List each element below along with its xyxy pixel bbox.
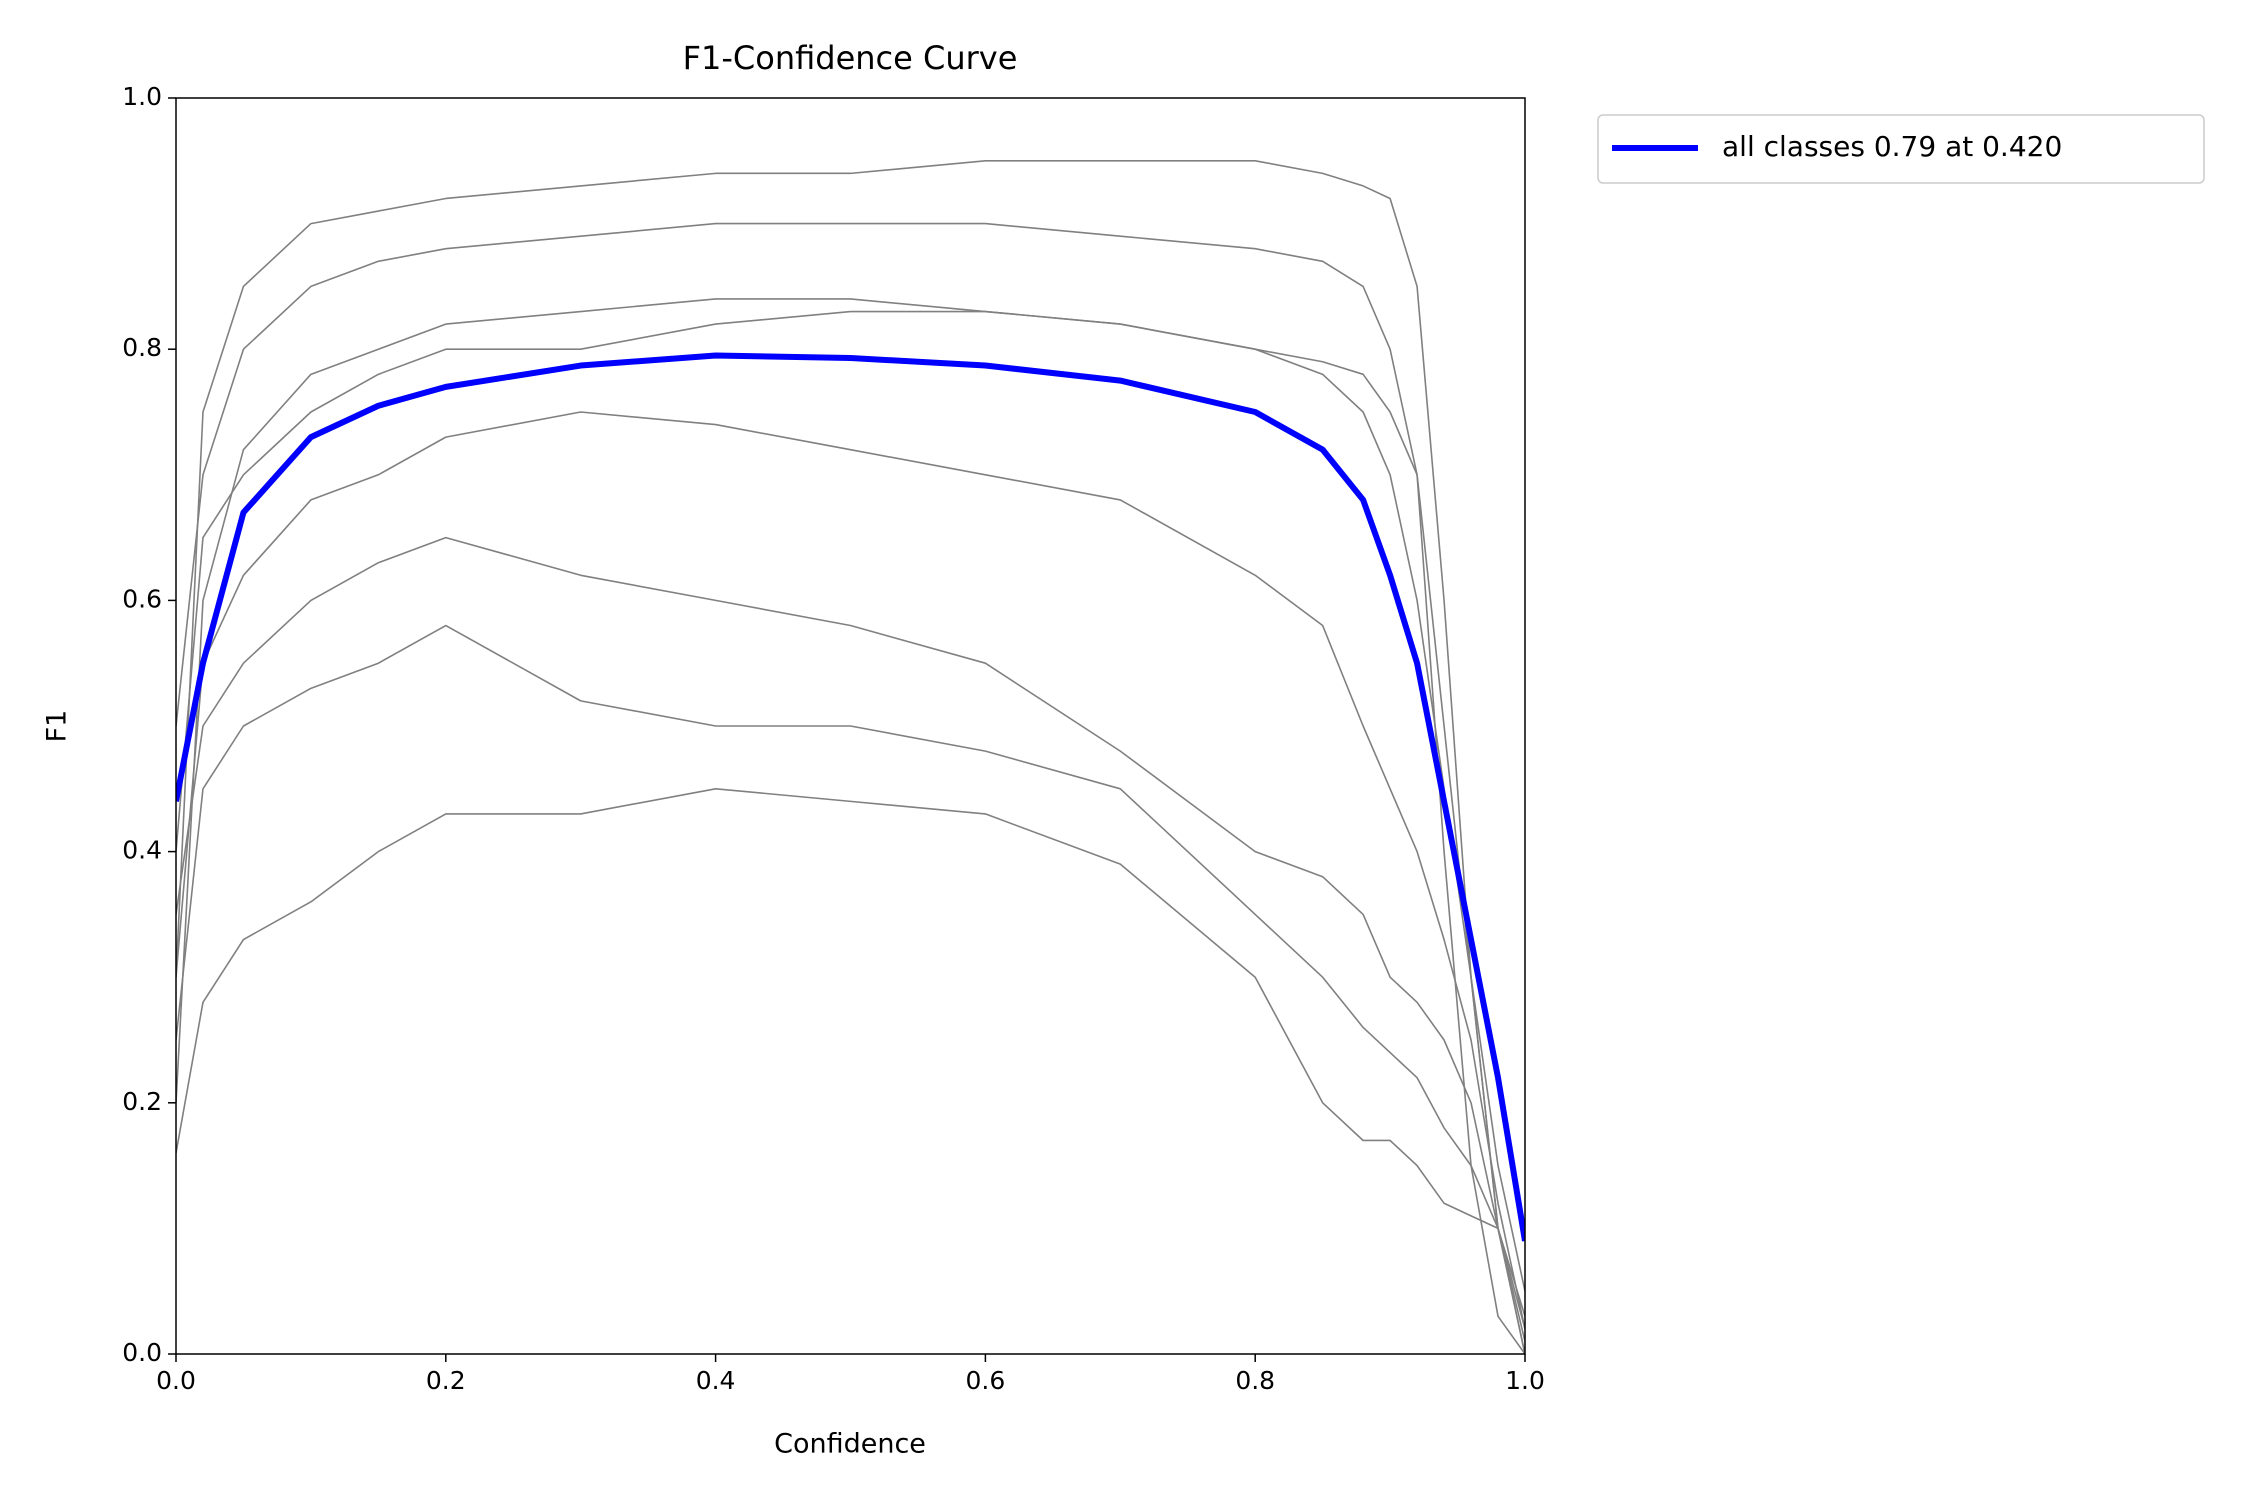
class-line	[176, 160, 1525, 1354]
x-tick-label: 0.4	[696, 1366, 736, 1395]
y-tick-label: 0.8	[122, 333, 162, 362]
class-line	[176, 222, 1525, 1354]
x-tick-label: 0.8	[1235, 1366, 1275, 1395]
x-tick-label: 0.2	[426, 1366, 466, 1395]
chart-title: F1-Confidence Curve	[683, 39, 1018, 77]
y-tick-label: 0.2	[122, 1087, 162, 1116]
y-tick-label: 0.6	[122, 584, 162, 613]
class-line	[176, 411, 1525, 1330]
y-axis-label: F1	[42, 710, 73, 743]
x-tick-label: 1.0	[1505, 1366, 1545, 1395]
plot-frame	[175, 97, 1526, 1355]
class-line	[176, 788, 1525, 1317]
x-axis-label: Confidence	[774, 1429, 926, 1460]
x-tick-label: 0.0	[156, 1366, 196, 1395]
legend-box	[1597, 114, 2205, 184]
series-line	[176, 352, 1525, 1242]
y-tick-label: 1.0	[122, 82, 162, 111]
class-line	[176, 310, 1525, 1342]
x-tick-label: 0.6	[966, 1366, 1006, 1395]
y-tick-label: 0.4	[122, 836, 162, 865]
class-line	[176, 536, 1525, 1354]
legend-label: all classes 0.79 at 0.420	[1722, 130, 2062, 163]
class-line	[176, 624, 1525, 1330]
y-tick-label: 0.0	[122, 1338, 162, 1367]
